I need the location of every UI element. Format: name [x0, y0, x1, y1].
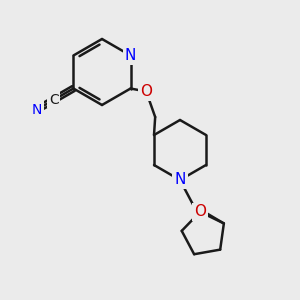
- Text: O: O: [140, 84, 152, 99]
- Text: C: C: [49, 93, 59, 107]
- Text: N: N: [125, 48, 136, 63]
- Text: O: O: [194, 204, 206, 219]
- Text: N: N: [32, 103, 42, 116]
- Text: N: N: [174, 172, 186, 188]
